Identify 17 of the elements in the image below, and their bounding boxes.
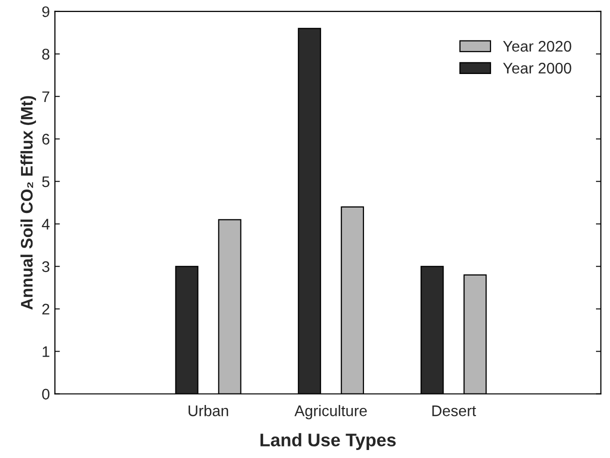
- y-tick-label: 7: [42, 91, 50, 102]
- y-tick-label: 5: [42, 176, 50, 188]
- legend-label: Year 2020: [503, 40, 572, 52]
- x-tick-label: Desert: [432, 406, 476, 416]
- y-axis-title: Annual Soil CO₂ Efflux (Mt): [20, 96, 36, 310]
- legend-label: Year 2000: [503, 62, 572, 74]
- y-tick-label: 3: [42, 261, 50, 272]
- x-tick-label: Urban: [188, 404, 228, 416]
- y-tick-label: 8: [42, 48, 50, 60]
- x-tick-label: Agriculture: [294, 404, 367, 420]
- y-tick-label: 0: [42, 388, 50, 400]
- y-tick-label: 1: [42, 346, 50, 357]
- x-axis-title: Land Use Types: [260, 433, 396, 450]
- y-tick-label: 4: [42, 218, 50, 230]
- y-tick-label: 6: [42, 134, 50, 145]
- y-tick-label: 9: [42, 6, 50, 18]
- y-tick-label: 2: [42, 304, 50, 314]
